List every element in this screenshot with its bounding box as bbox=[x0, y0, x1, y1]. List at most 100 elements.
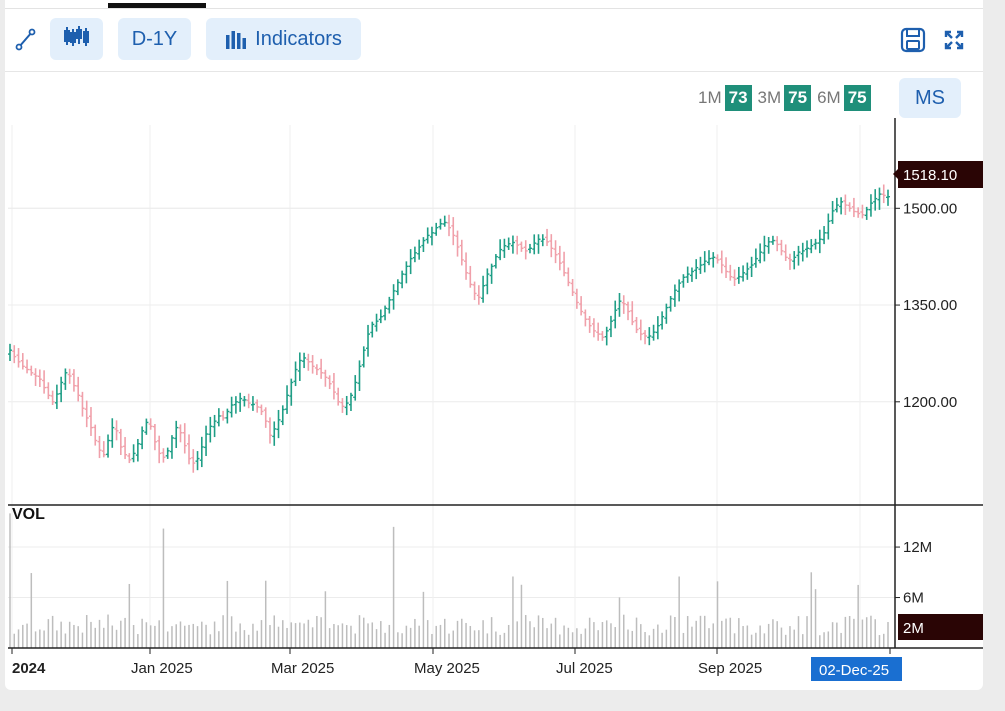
ohlc-bar bbox=[161, 448, 166, 463]
ohlc-bar bbox=[515, 235, 520, 255]
save-icon[interactable] bbox=[899, 26, 927, 54]
time-tick-label: Jan 2025 bbox=[131, 660, 193, 677]
ohlc-bar bbox=[783, 244, 788, 262]
ohlc-bar bbox=[46, 382, 51, 400]
ohlc-bar bbox=[459, 239, 464, 266]
ohlc-bar bbox=[843, 194, 848, 216]
time-tick-label: Jul 2025 bbox=[556, 660, 613, 677]
ohlc-bar bbox=[608, 315, 613, 338]
ohlc-bar bbox=[685, 266, 690, 283]
top-border bbox=[5, 8, 983, 9]
ohlc-bar bbox=[851, 197, 856, 218]
ohlc-bar bbox=[29, 365, 34, 376]
price-tick-label: 1500.00 bbox=[903, 200, 957, 217]
ohlc-bar bbox=[604, 326, 609, 346]
rsi-1m-badge: 73 bbox=[724, 85, 752, 111]
ohlc-bar bbox=[617, 292, 622, 317]
ohlc-bar bbox=[289, 378, 294, 406]
ohlc-bar bbox=[340, 398, 345, 413]
indicators-label: Indicators bbox=[255, 27, 342, 50]
ohlc-bar bbox=[353, 375, 358, 401]
ohlc-bar bbox=[233, 396, 238, 414]
ohlc-bar bbox=[114, 420, 119, 441]
ohlc-bar bbox=[502, 238, 507, 258]
ohlc-bar bbox=[182, 423, 187, 454]
toolbar-divider bbox=[5, 71, 983, 72]
ohlc-bar bbox=[766, 237, 771, 254]
ohlc-bar bbox=[736, 266, 741, 284]
ohlc-bar bbox=[681, 274, 686, 288]
ohlc-bar bbox=[110, 418, 115, 448]
line-tool-icon[interactable] bbox=[14, 26, 38, 52]
ohlc-bar bbox=[199, 436, 204, 468]
chart-type-button[interactable] bbox=[50, 18, 103, 60]
ohlc-series bbox=[8, 184, 890, 473]
ms-button[interactable]: MS bbox=[899, 78, 961, 118]
expand-icon[interactable] bbox=[943, 29, 965, 51]
ohlc-bar bbox=[361, 346, 366, 368]
ohlc-bar bbox=[732, 269, 737, 286]
ohlc-bar bbox=[302, 352, 307, 369]
ohlc-bar bbox=[689, 267, 694, 282]
ohlc-bar bbox=[25, 359, 30, 374]
rsi-strip: 1M 73 3M 75 6M 75 bbox=[698, 84, 877, 112]
ohlc-bar bbox=[310, 355, 315, 374]
ohlc-bar bbox=[770, 235, 775, 245]
ohlc-bar bbox=[809, 239, 814, 254]
ohlc-bar bbox=[387, 296, 392, 314]
ohlc-bar bbox=[745, 262, 750, 280]
ohlc-bar bbox=[267, 417, 272, 444]
ohlc-bar bbox=[71, 369, 76, 392]
ohlc-bar bbox=[493, 254, 498, 269]
volume-tick-label: 6M bbox=[903, 590, 924, 607]
ohlc-bar bbox=[626, 301, 631, 321]
ohlc-bar bbox=[421, 237, 426, 253]
ohlc-bar bbox=[562, 251, 567, 277]
indicators-button[interactable]: Indicators bbox=[206, 18, 361, 60]
ohlc-bar bbox=[357, 360, 362, 391]
ohlc-bar bbox=[527, 243, 532, 254]
ohlc-bar bbox=[272, 421, 277, 446]
ohlc-bar bbox=[319, 358, 324, 379]
ohlc-bar bbox=[634, 317, 639, 334]
ohlc-bar bbox=[88, 407, 93, 436]
ohlc-bar bbox=[698, 256, 703, 274]
period-button[interactable]: D-1Y bbox=[118, 18, 191, 60]
ohlc-bar bbox=[59, 376, 64, 403]
ohlc-bar bbox=[591, 318, 596, 338]
ohlc-bar bbox=[847, 202, 852, 212]
ohlc-bar bbox=[221, 410, 226, 421]
ohlc-bar bbox=[204, 425, 209, 457]
page-footer-strip bbox=[0, 690, 1005, 711]
rsi-1m-label: 1M bbox=[698, 88, 722, 107]
ohlc-bar bbox=[668, 295, 673, 312]
ohlc-bar bbox=[259, 404, 264, 416]
ohlc-bar bbox=[33, 368, 38, 386]
price-tick-label: 1200.00 bbox=[903, 394, 957, 411]
ohlc-bar bbox=[212, 414, 217, 438]
ohlc-bar bbox=[702, 251, 707, 273]
ohlc-bar bbox=[366, 324, 371, 357]
ohlc-bar bbox=[553, 240, 558, 264]
ohlc-bar bbox=[344, 395, 349, 416]
ohlc-bar bbox=[476, 285, 481, 305]
ohlc-bar bbox=[822, 226, 827, 245]
ohlc-bar bbox=[643, 330, 648, 345]
ohlc-bar bbox=[711, 252, 716, 268]
ohlc-bar bbox=[830, 201, 835, 224]
indicators-icon bbox=[225, 29, 247, 49]
ohlc-bar bbox=[805, 240, 810, 258]
ohlc-bar bbox=[715, 254, 720, 264]
ohlc-bar bbox=[80, 391, 85, 417]
ohlc-bar bbox=[587, 316, 592, 333]
volume-tick-label: 12M bbox=[903, 539, 932, 556]
ohlc-bar bbox=[638, 319, 643, 341]
ohlc-bar bbox=[314, 364, 319, 376]
price-chart[interactable]: 1200.00 1350.00 1500.00 6M 12M 2024 Jan 2025… bbox=[0, 0, 1005, 690]
ohlc-bar bbox=[506, 237, 511, 250]
ohlc-bar bbox=[400, 270, 405, 289]
rsi-3m-badge: 75 bbox=[784, 85, 812, 111]
ohlc-bar bbox=[417, 239, 422, 260]
volume-title: VOL bbox=[12, 506, 45, 523]
ohlc-bar bbox=[242, 396, 247, 407]
